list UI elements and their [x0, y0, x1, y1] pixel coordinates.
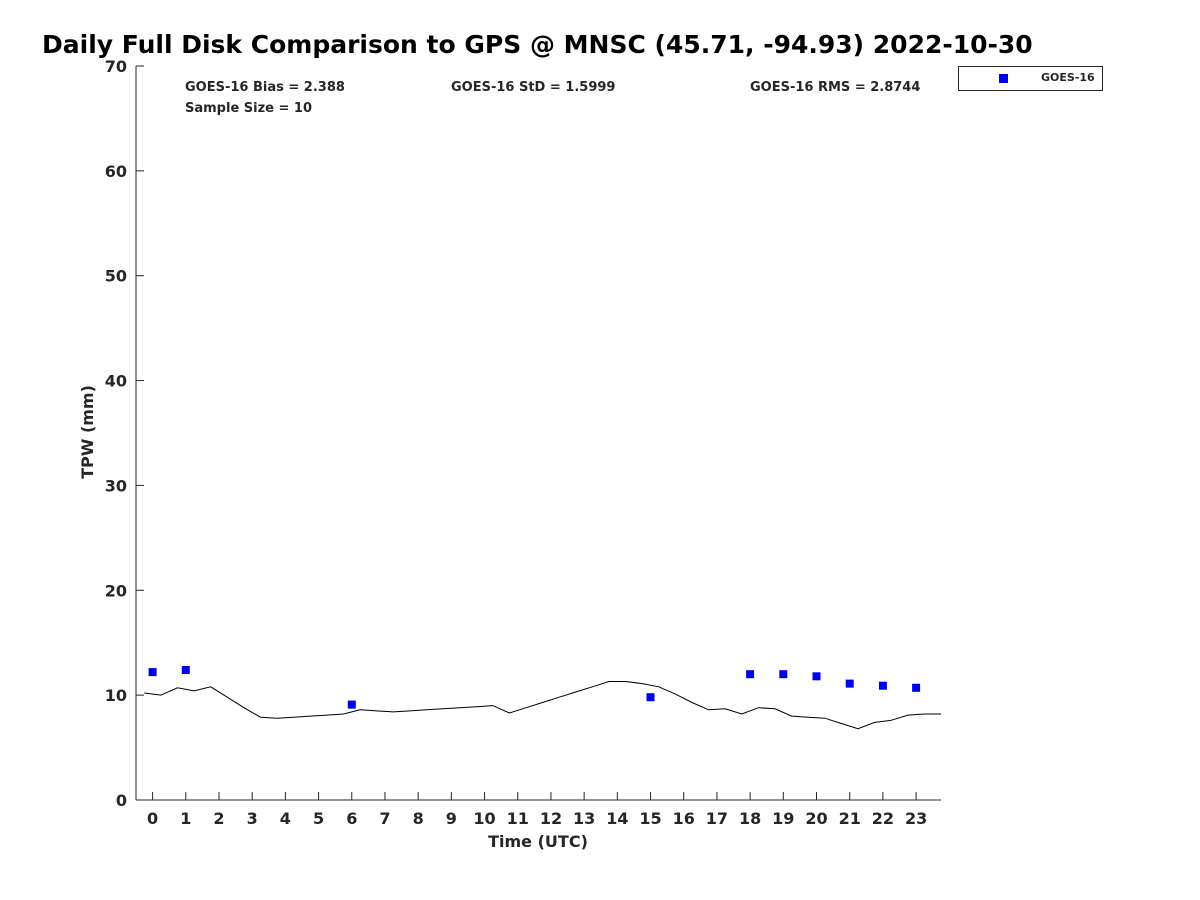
x-tick-label: 11: [507, 809, 529, 828]
plot-axes: [135, 66, 941, 801]
std-stat: GOES-16 StD = 1.5999: [451, 80, 616, 95]
x-tick-label: 2: [213, 809, 224, 828]
x-tick-label: 19: [772, 809, 794, 828]
goes16-data-point: [779, 670, 788, 679]
goes16-data-point: [812, 672, 821, 681]
x-tick-label: 1: [180, 809, 191, 828]
legend-marker-swatch: [999, 74, 1008, 83]
gps-line-layer: [144, 681, 941, 730]
y-tick-label: 0: [116, 791, 127, 810]
x-tick-label: 14: [606, 809, 628, 828]
y-tick-label: 10: [105, 686, 127, 705]
y-tick-label: 30: [105, 476, 127, 495]
goes16-data-point: [148, 668, 157, 677]
goes16-data-point: [181, 666, 190, 674]
x-tick-label: 6: [346, 809, 357, 828]
x-tick-label: 9: [446, 809, 457, 828]
x-tick-label: 22: [872, 809, 894, 828]
x-tick-label: 18: [739, 809, 761, 828]
x-tick-label: 15: [639, 809, 661, 828]
bias-stat: GOES-16 Bias = 2.388: [185, 80, 345, 95]
x-tick-label: 23: [905, 809, 927, 828]
x-tick-label: 0: [147, 809, 158, 828]
goes16-data-point: [878, 681, 887, 690]
y-axis-label: TPW (mm): [78, 385, 97, 479]
chart-title: Daily Full Disk Comparison to GPS @ MNSC…: [42, 30, 1033, 59]
legend: GOES-16: [958, 66, 1103, 91]
legend-label: GOES-16: [1041, 71, 1095, 84]
x-tick-label: 16: [673, 809, 695, 828]
goes16-data-point: [646, 693, 655, 702]
x-tick-label: 13: [573, 809, 595, 828]
y-tick-label: 20: [105, 581, 127, 600]
sample-size-stat: Sample Size = 10: [185, 101, 313, 116]
x-tick-label: 4: [280, 809, 291, 828]
x-tick-label: 8: [413, 809, 424, 828]
goes16-data-point: [746, 670, 755, 679]
x-tick-label: 5: [313, 809, 324, 828]
y-tick-label: 50: [105, 267, 127, 286]
rms-stat: GOES-16 RMS = 2.8744: [750, 80, 921, 95]
x-tick-label: 21: [839, 809, 861, 828]
x-tick-label: 17: [706, 809, 728, 828]
y-tick-label: 70: [105, 57, 127, 76]
x-axis-label: Time (UTC): [488, 832, 588, 851]
y-tick-label: 60: [105, 162, 127, 181]
x-tick-label: 20: [805, 809, 827, 828]
x-tick-label: 12: [540, 809, 562, 828]
goes16-marker-layer: [148, 666, 921, 709]
x-tick-label: 10: [473, 809, 495, 828]
goes16-data-point: [347, 700, 356, 709]
gps-tpw-line: [144, 681, 941, 730]
x-tick-label: 3: [247, 809, 258, 828]
y-tick-label: 40: [105, 372, 127, 391]
goes16-data-point: [845, 679, 854, 688]
x-tick-label: 7: [379, 809, 390, 828]
goes16-data-point: [912, 683, 921, 692]
